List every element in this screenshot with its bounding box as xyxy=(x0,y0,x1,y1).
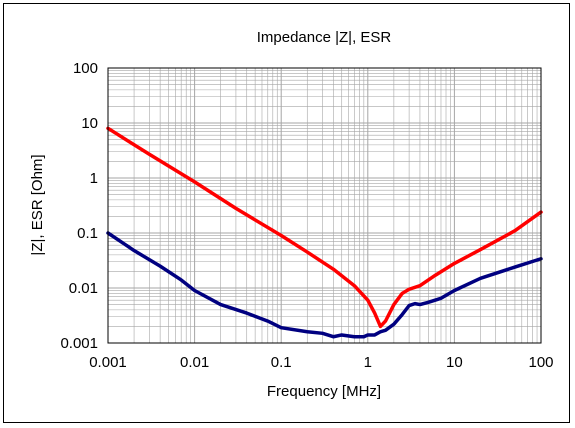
chart-frame: Impedance |Z|, ESR 0.001 0.01 0.1 1 10 100 0.… xyxy=(3,3,570,423)
x-tick-label: 0.1 xyxy=(271,354,292,371)
impedance-series-line xyxy=(106,126,543,329)
plot-area-border xyxy=(107,67,542,344)
y-tick-label: 10 xyxy=(81,115,98,132)
y-tick-label: 100 xyxy=(73,60,98,77)
y-tick-label: 0.1 xyxy=(77,225,98,242)
x-tick-label: 0.01 xyxy=(180,354,209,371)
y-axis-label: |Z|, ESR [Ohm] xyxy=(29,154,46,255)
y-tick-label: 0.01 xyxy=(69,280,98,297)
x-tick-labels: 0.001 0.01 0.1 1 10 100 xyxy=(89,354,553,371)
x-tick-label: 0.001 xyxy=(89,354,127,371)
y-tick-label: 0.001 xyxy=(60,335,98,352)
series-layer xyxy=(106,126,543,339)
x-axis-label: Frequency [MHz] xyxy=(267,383,381,400)
x-tick-label: 100 xyxy=(528,354,553,371)
y-tick-labels: 0.001 0.01 0.1 1 10 100 xyxy=(60,60,98,352)
chart-title: Impedance |Z|, ESR xyxy=(257,29,392,46)
x-tick-label: 10 xyxy=(446,354,463,371)
x-tick-label: 1 xyxy=(364,354,372,371)
impedance-chart: Impedance |Z|, ESR 0.001 0.01 0.1 1 10 100 0.… xyxy=(29,29,554,400)
y-tick-label: 1 xyxy=(90,170,98,187)
grid xyxy=(107,68,541,344)
esr-series-line xyxy=(106,231,543,339)
